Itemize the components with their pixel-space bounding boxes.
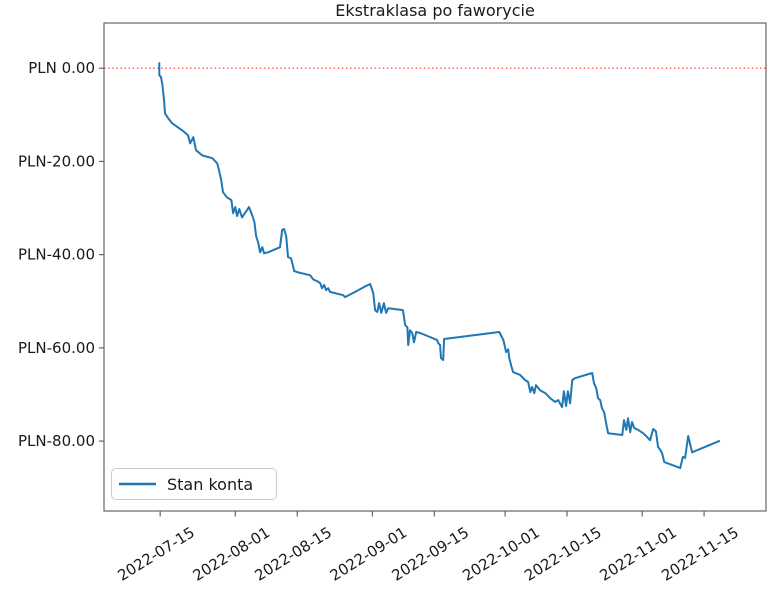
- y-tick-label: PLN 0.00: [28, 59, 95, 77]
- plot-generated-content: PLN 0.00 PLN-20.00 PLN-40.00 PLN-60.00 PLN-8…: [18, 22, 767, 585]
- chart-title: Ekstraklasa po faworycie: [335, 1, 535, 20]
- y-tick-label: PLN-80.00: [18, 432, 95, 450]
- y-tick-label: PLN-20.00: [18, 152, 95, 170]
- legend-label: Stan konta: [167, 475, 253, 494]
- legend: Stan konta: [111, 468, 277, 500]
- x-tick-label: 2022-07-15: [114, 523, 197, 584]
- legend-box: [111, 468, 277, 500]
- plot-border: [103, 22, 767, 512]
- series-line-stan-konta: [158, 62, 721, 470]
- y-tick-label: PLN-40.00: [18, 246, 95, 264]
- y-tick-label: PLN-60.00: [18, 339, 95, 357]
